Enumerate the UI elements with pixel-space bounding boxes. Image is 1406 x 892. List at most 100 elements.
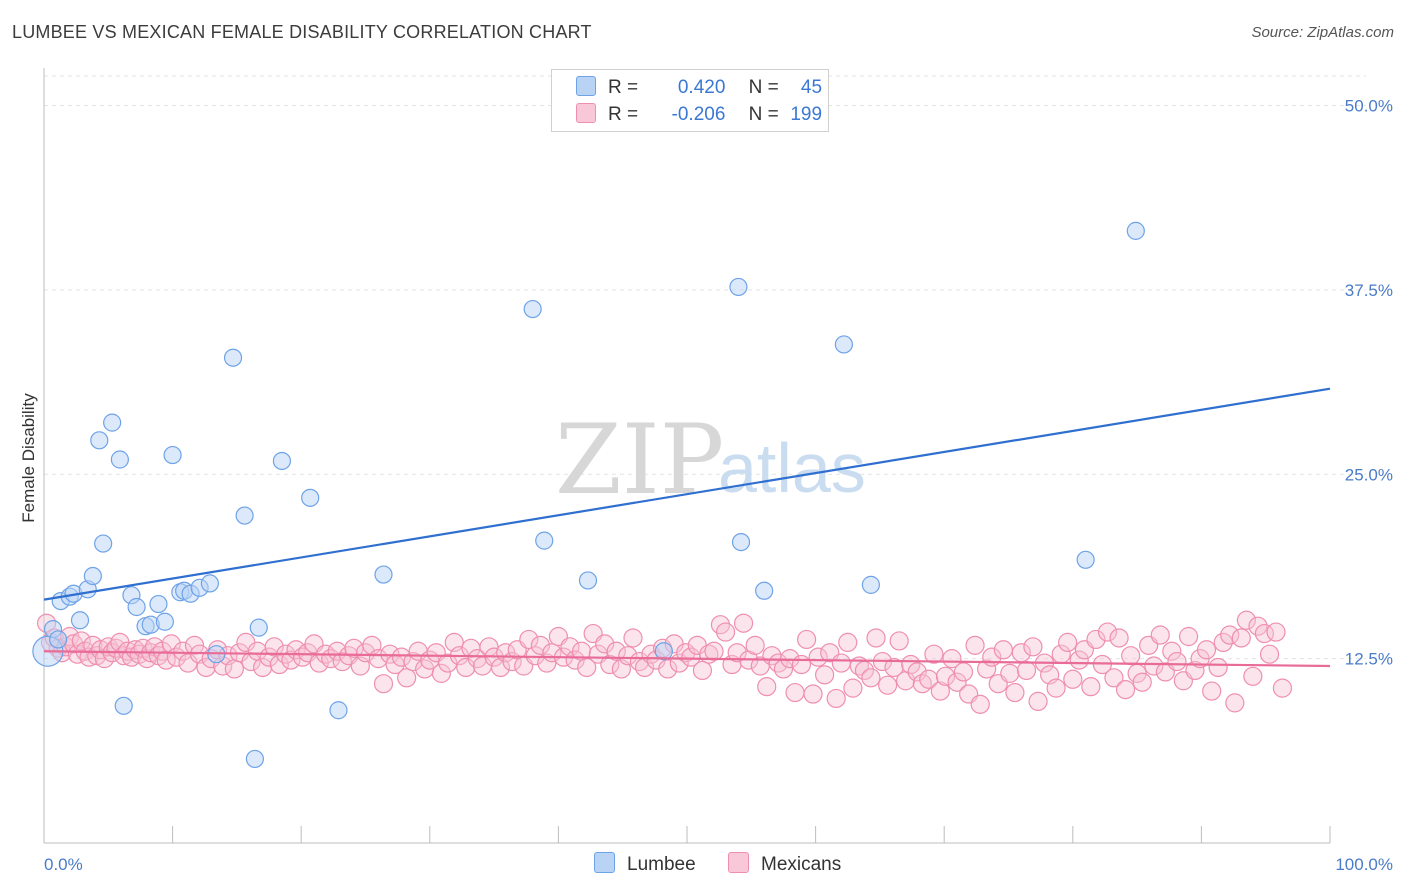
mexicans-point — [1185, 660, 1205, 681]
mexicans-point — [253, 657, 273, 678]
lumbee-point — [49, 630, 68, 649]
lumbee-swatch-icon — [576, 76, 596, 96]
tick-labels: 12.5% 25.0% 37.5% 50.0% 0.0% 100.0% — [44, 97, 1393, 875]
mexicans-point — [1225, 693, 1245, 713]
lumbee-point — [729, 277, 748, 297]
mexicans-point — [391, 647, 412, 667]
mexicans-point — [173, 641, 193, 661]
mexicans-point — [537, 653, 557, 673]
mexicans-point — [901, 654, 921, 675]
lumbee-legend-swatch-icon — [594, 852, 615, 873]
legend-row-mexicans: R = -0.206 N = 199 — [576, 103, 822, 127]
mexicans-point — [1272, 678, 1293, 698]
legend-r-label: R = — [608, 77, 639, 98]
mexicans-point — [196, 657, 216, 678]
mexicans-point — [1023, 637, 1043, 657]
mexicans-point — [861, 668, 881, 688]
mexicans-point — [1208, 657, 1228, 678]
bottom-legend-lumbee: Lumbee — [594, 852, 696, 876]
mexicans-point — [264, 637, 284, 657]
mexicans-point — [525, 646, 545, 666]
lumbee-point — [731, 532, 751, 552]
mexicans-point — [1081, 677, 1101, 697]
legend-r-value: -0.206 — [671, 104, 726, 125]
mexicans-point — [1202, 681, 1222, 701]
lumbee-point — [83, 566, 102, 586]
mexicans-point — [1150, 625, 1170, 645]
mexicans-point — [1063, 669, 1083, 689]
mexicans-point — [1231, 628, 1251, 648]
mexicans-point — [1016, 660, 1037, 681]
legend-n-value: 45 — [800, 77, 823, 98]
mexicans-point — [866, 628, 886, 648]
lumbee-point — [374, 565, 393, 584]
x-tick-label: 0.0% — [44, 855, 83, 874]
mexicans-point — [1046, 678, 1066, 698]
mexicans-point — [965, 635, 985, 655]
mexicans-point — [397, 668, 417, 688]
lumbee-point — [127, 597, 146, 617]
mexicans-point — [1243, 666, 1263, 686]
mexicans-point — [1109, 628, 1129, 648]
lumbee-point — [301, 488, 320, 507]
mexicans-point — [184, 635, 205, 655]
lumbee-point — [149, 594, 168, 614]
mexicans-point — [715, 622, 736, 642]
mexicans-point — [1167, 651, 1187, 672]
mexicans-legend-swatch-icon — [728, 852, 749, 873]
mexicans-point — [1259, 644, 1280, 664]
bottom-legend-lumbee-label: Lumbee — [627, 854, 696, 875]
lumbee-point — [329, 701, 348, 720]
lumbee-point — [1126, 221, 1145, 240]
mexicans-point — [919, 669, 939, 689]
mexicans-point — [924, 644, 944, 664]
mexicans-point — [1248, 616, 1268, 636]
mexicans-point — [727, 643, 747, 663]
mexicans-point — [658, 659, 678, 679]
mexicans-point — [1115, 679, 1136, 700]
lumbee-point — [249, 618, 268, 637]
mexicans-point — [796, 629, 817, 650]
mexicans-point — [878, 675, 898, 695]
lumbee-point — [103, 413, 122, 432]
mexicans-point — [785, 682, 805, 703]
x-tick-label: 100.0% — [1335, 855, 1393, 874]
mexicans-point — [1097, 622, 1118, 642]
mexicans-point — [1213, 632, 1233, 653]
lumbee-point — [755, 581, 774, 600]
lumbee-point — [155, 612, 174, 631]
legend-n-label: N = — [748, 77, 779, 98]
mexicans-point — [1000, 663, 1020, 683]
legend-row-lumbee: R = 0.420 N = 45 — [576, 76, 822, 100]
mexicans-point — [1144, 656, 1164, 676]
mexicans-point — [1220, 625, 1240, 645]
lumbee-point — [163, 445, 182, 465]
mexicans-point — [431, 663, 451, 683]
mexicans-point — [826, 688, 846, 709]
mexicans-trend-line — [43, 650, 1331, 668]
mexicans-point — [977, 659, 997, 679]
lumbee-point — [535, 531, 554, 550]
legend-r-value: 0.420 — [677, 77, 726, 98]
mexicans-point — [1005, 682, 1025, 703]
mexicans-point — [269, 654, 289, 675]
mexicans-point — [935, 666, 956, 686]
lumbee-point — [94, 534, 113, 553]
mexicans-point — [1236, 610, 1257, 630]
mexicans-point — [618, 646, 638, 666]
mexicans-point — [692, 660, 713, 681]
mexicans-point — [623, 628, 643, 648]
mexicans-point — [970, 694, 990, 714]
lumbee-point — [523, 299, 542, 319]
mexicans-point — [704, 641, 724, 661]
mexicans-point — [1104, 668, 1124, 688]
bottom-legend-mexicans: Mexicans — [728, 852, 841, 876]
lumbee-point — [235, 506, 254, 525]
y-tick-label: 37.5% — [1345, 281, 1393, 300]
mexicans-point — [224, 659, 244, 679]
mexicans-point — [907, 662, 927, 682]
series-lumbee — [32, 221, 1145, 769]
lumbee-point — [110, 450, 129, 469]
trend-lines — [43, 387, 1331, 668]
lumbee-point — [578, 571, 598, 590]
